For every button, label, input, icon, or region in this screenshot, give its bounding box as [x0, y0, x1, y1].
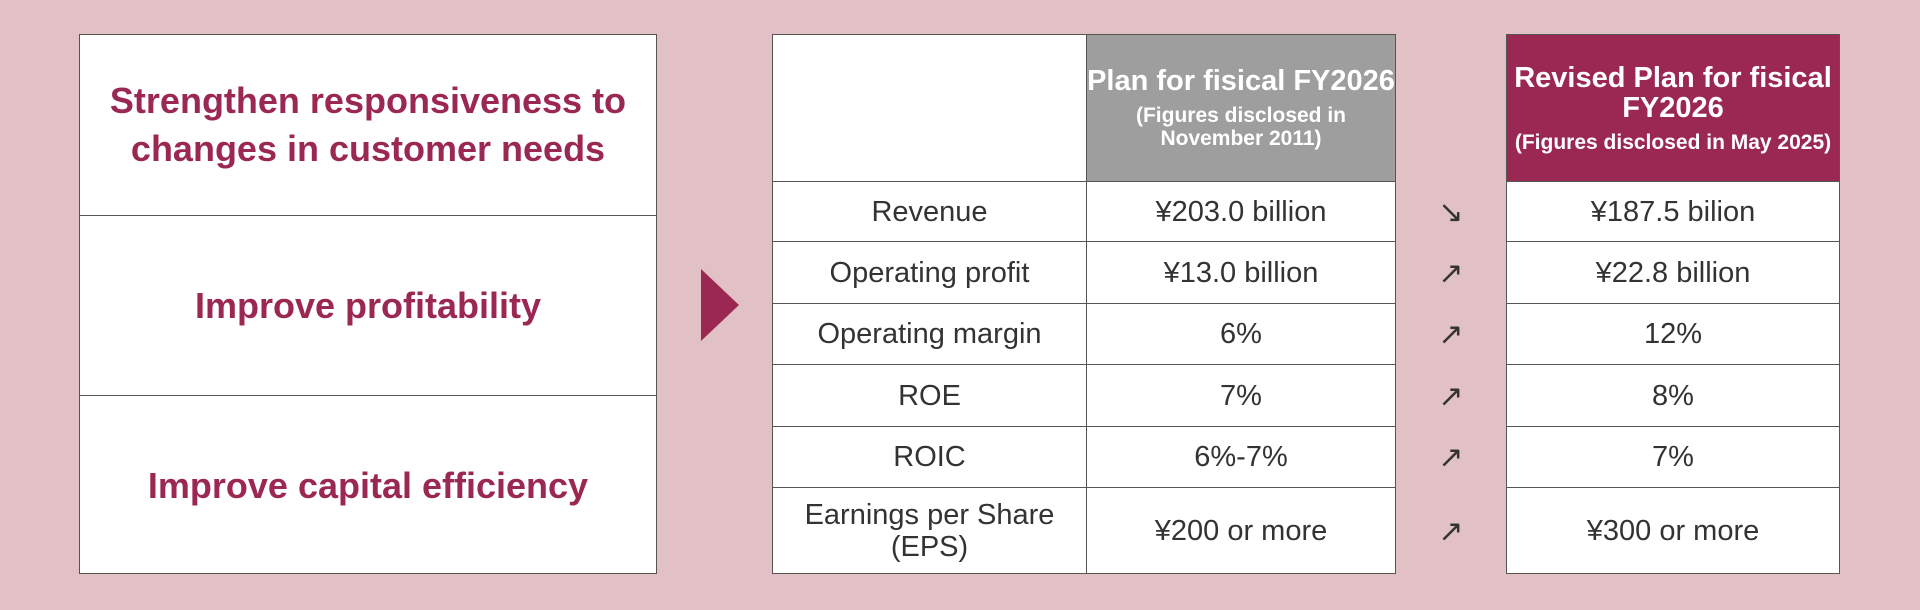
trend-up-icon: ↗	[1438, 256, 1464, 290]
revised-value-operating-profit: ¥22.8 billion	[1506, 242, 1840, 304]
plan-header-subtitle: (Figures disclosed in November 2011)	[1135, 104, 1347, 150]
plan-value-roe: 7%	[1087, 365, 1396, 427]
metric-label-roe: ROE	[772, 365, 1087, 427]
metric-label-operating-margin: Operating margin	[772, 304, 1087, 365]
metric-label-eps: Earnings per Share (EPS)	[772, 488, 1087, 574]
trend-down-icon: ↘	[1438, 195, 1464, 229]
plan-header-title: Plan for fisical FY2026	[1087, 65, 1395, 97]
header-blank-cell	[772, 34, 1087, 182]
metric-label-operating-profit: Operating profit	[772, 242, 1087, 304]
plan-value-roic: 6%-7%	[1087, 427, 1396, 488]
revised-value-roe: 8%	[1506, 365, 1840, 427]
goal-profitability: Improve profitability	[80, 215, 656, 395]
revised-value-eps: ¥300 or more	[1506, 488, 1840, 574]
goals-panel: Strengthen responsiveness to changes in …	[79, 34, 657, 574]
transition-triangle-icon	[701, 269, 739, 341]
revised-value-roic: 7%	[1506, 427, 1840, 488]
plan-value-eps: ¥200 or more	[1087, 488, 1396, 574]
goal-capital-efficiency: Improve capital efficiency	[80, 395, 656, 575]
goal-customer-needs: Strengthen responsiveness to changes in …	[109, 80, 627, 169]
plan-value-operating-profit: ¥13.0 billion	[1087, 242, 1396, 304]
plan-value-operating-margin: 6%	[1087, 304, 1396, 365]
revised-header: Revised Plan for fisical FY2026 (Figures…	[1506, 34, 1840, 182]
plan-header: Plan for fisical FY2026 (Figures disclos…	[1087, 34, 1396, 182]
trend-up-icon: ↗	[1438, 441, 1464, 474]
metric-label-roic: ROIC	[772, 427, 1087, 488]
revised-header-subtitle: (Figures disclosed in May 2025)	[1514, 130, 1832, 154]
revised-value-revenue: ¥187.5 bilion	[1506, 182, 1840, 242]
revised-value-operating-margin: 12%	[1506, 304, 1840, 365]
trend-up-icon: ↗	[1438, 514, 1464, 548]
revised-header-title: Revised Plan for fisical FY2026	[1514, 61, 1832, 124]
trend-up-icon: ↗	[1438, 379, 1464, 413]
trend-up-icon: ↗	[1438, 318, 1464, 351]
metric-label-revenue: Revenue	[772, 182, 1087, 242]
plan-value-revenue: ¥203.0 billion	[1087, 182, 1396, 242]
